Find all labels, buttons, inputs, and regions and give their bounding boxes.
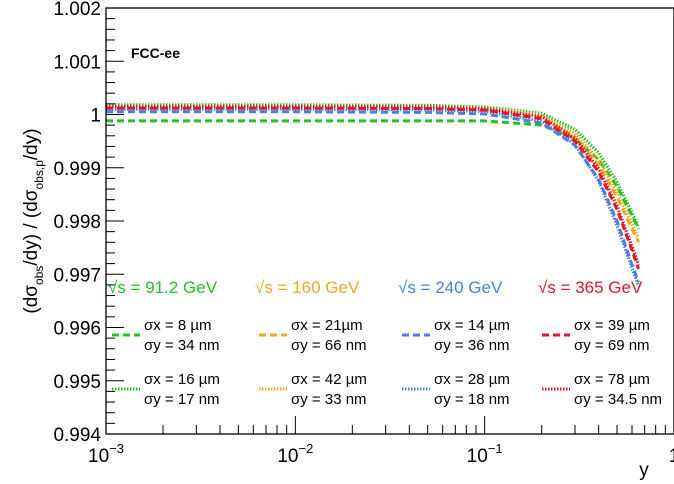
legend-sigma-x: σx = 16 µm — [144, 371, 220, 388]
x-tick-labels: 10−3 10−2 10−1 1 — [88, 441, 674, 467]
legend-sigma-x: σx = 21µm — [291, 317, 363, 334]
experiment-label: FCC-ee — [131, 45, 180, 61]
legend-sigma-x: σx = 39 µm — [574, 317, 650, 334]
y-tick-label: 0.997 — [53, 265, 101, 286]
series-line — [106, 119, 640, 230]
y-tick-label: 1 — [90, 106, 101, 127]
legend-sigma-x: σx = 42 µm — [291, 371, 367, 388]
y-tick-label: 0.994 — [53, 425, 101, 446]
data-curves — [106, 103, 641, 287]
x-tick-label: 10−1 — [467, 441, 503, 467]
x-tick-label: 10−2 — [277, 441, 313, 467]
legend-sigma-y: σy = 17 nm — [144, 391, 220, 408]
series-line — [106, 104, 641, 239]
legend-sigma-y: σy = 34.5 nm — [574, 391, 662, 408]
series-line — [106, 103, 641, 229]
legend-sigma-y: σy = 66 nm — [291, 337, 367, 354]
y-tick-label: 0.999 — [53, 159, 101, 180]
legend-sigma-y: σy = 36 nm — [434, 337, 510, 354]
legend-energy-label: √s = 365 GeV — [538, 278, 643, 297]
legend-sigma-y: σy = 69 nm — [574, 337, 650, 354]
y-tick-label: 1.002 — [53, 0, 101, 20]
series-line — [106, 110, 641, 283]
x-tick-label: 10−3 — [88, 441, 124, 467]
x-tick-label: 1 — [669, 446, 674, 467]
legend: √s = 91.2 GeV √s = 160 GeV √s = 240 GeV √s … — [108, 278, 662, 408]
y-tick-label: 0.998 — [53, 212, 101, 233]
legend-energy-label: √s = 240 GeV — [398, 278, 503, 297]
axis-ticks — [105, 7, 674, 435]
legend-sigma-x: σx = 8 µm — [144, 317, 212, 334]
x-axis-label: y — [639, 460, 649, 481]
legend-energy-label: √s = 91.2 GeV — [108, 278, 218, 297]
y-tick-label: 0.996 — [53, 319, 101, 340]
y-axis-label: (dσobs/dy) / (dσobs,p/dy) — [21, 128, 46, 313]
legend-sigma-x: σx = 28 µm — [434, 371, 510, 388]
legend-sigma-y: σy = 34 nm — [144, 337, 220, 354]
legend-sigma-x: σx = 14 µm — [434, 317, 510, 334]
legend-sigma-y: σy = 18 nm — [434, 391, 510, 408]
series-line — [106, 104, 641, 266]
y-tick-label: 0.995 — [53, 372, 101, 393]
legend-sigma-x: σx = 78 µm — [574, 371, 650, 388]
y-tick-label: 1.001 — [53, 52, 101, 73]
legend-energy-label: √s = 160 GeV — [255, 278, 360, 297]
legend-sigma-y: σy = 33 nm — [291, 391, 367, 408]
y-tick-labels: 0.994 0.995 0.996 0.997 0.998 0.999 1 1.001 1.00… — [53, 0, 101, 446]
